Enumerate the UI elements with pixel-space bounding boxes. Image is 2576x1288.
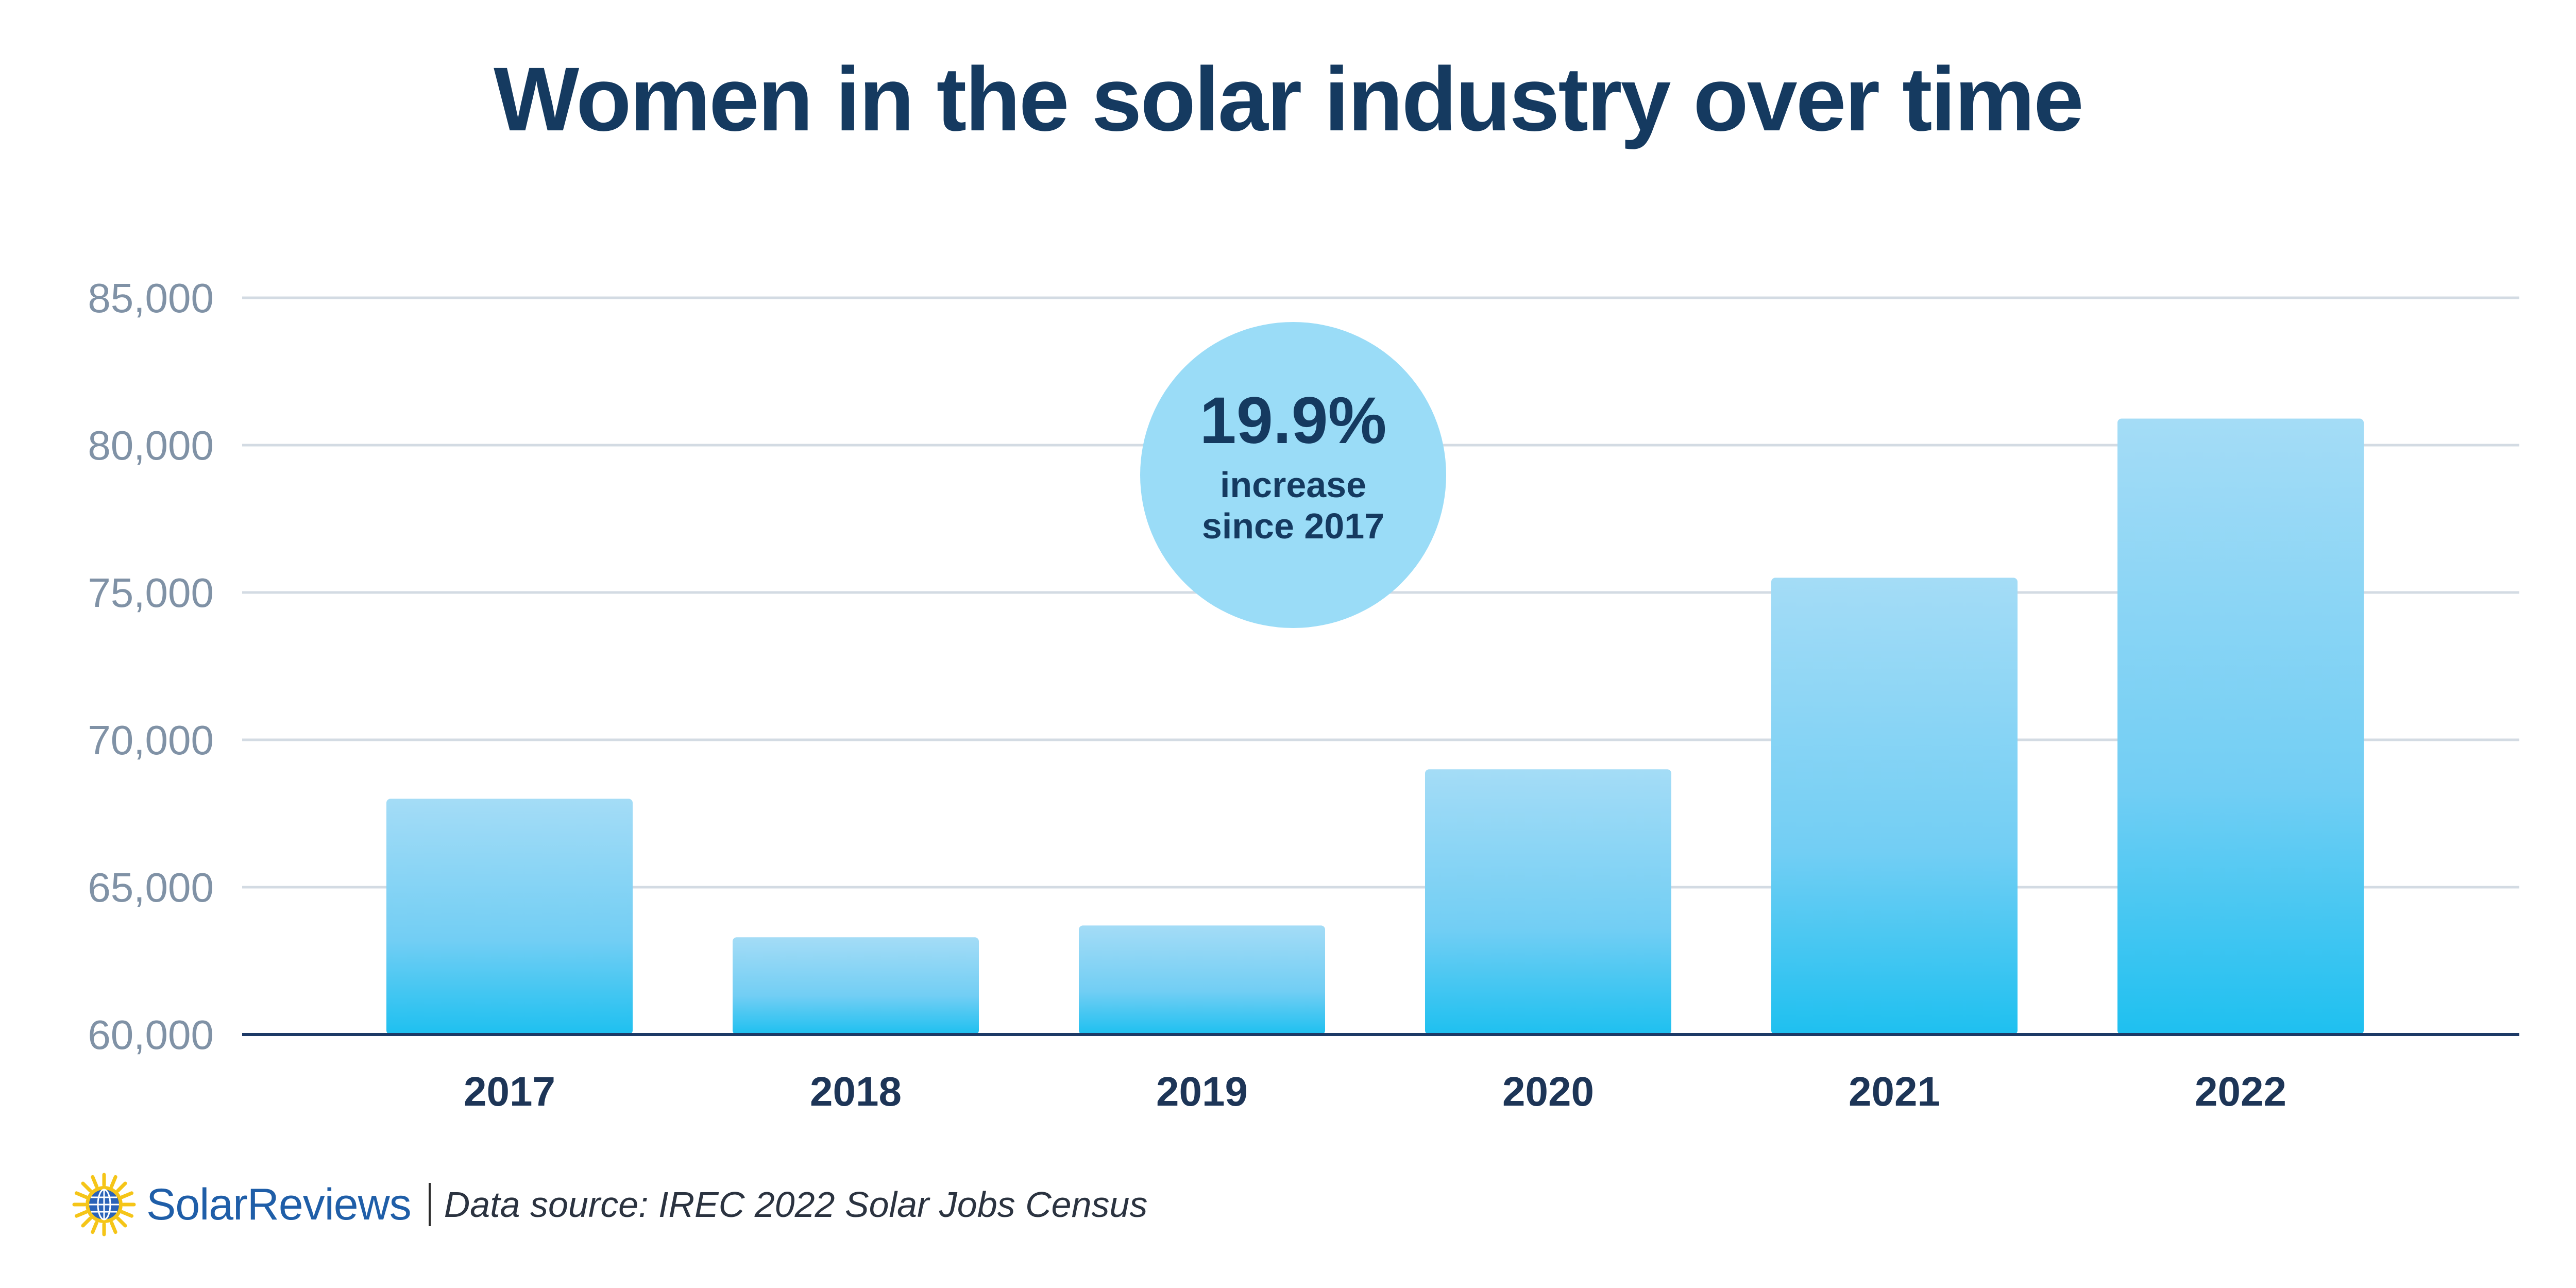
x-tick-label: 2021 [1849,1069,1940,1114]
annotation-line-1: increase [1220,465,1366,505]
footer: SolarReviews Data source: IREC 2022 Sola… [72,1168,1147,1241]
x-tick-label: 2017 [464,1069,555,1114]
annotation-circle [1140,322,1446,628]
bar-2017 [386,799,633,1035]
y-tick-label: 75,000 [88,570,214,616]
brand-name: SolarReviews [146,1179,412,1229]
bar-2022 [2117,418,2364,1035]
x-tick-label: 2020 [1502,1069,1594,1114]
annotation-line-2: since 2017 [1202,506,1384,546]
bar-2019 [1079,925,1325,1035]
bar-2018 [733,937,979,1035]
y-tick-label: 65,000 [88,865,214,910]
y-tick-label: 60,000 [88,1012,214,1058]
x-axis-tick-labels: 2017 2018 2019 2020 2021 2022 [464,1069,2286,1114]
annotation-value: 19.9% [1200,384,1387,457]
x-tick-label: 2018 [810,1069,902,1114]
annotation-bubble: 19.9% increase since 2017 [1140,322,1446,628]
bars [386,418,2364,1035]
y-axis-tick-labels: 60,000 65,000 70,000 75,000 80,000 85,000 [88,275,214,1058]
bar-2021 [1771,578,2018,1035]
chart-title: Women in the solar industry over time [494,49,2084,150]
data-source-text: Data source: IREC 2022 Solar Jobs Census [444,1184,1148,1225]
x-tick-label: 2019 [1156,1069,1248,1114]
bar-2020 [1425,769,1671,1035]
y-tick-label: 85,000 [88,275,214,321]
sun-globe-logo-icon [72,1173,136,1236]
y-tick-label: 80,000 [88,422,214,468]
footer-divider [428,1183,431,1226]
x-tick-label: 2022 [2195,1069,2286,1114]
y-tick-label: 70,000 [88,717,214,763]
